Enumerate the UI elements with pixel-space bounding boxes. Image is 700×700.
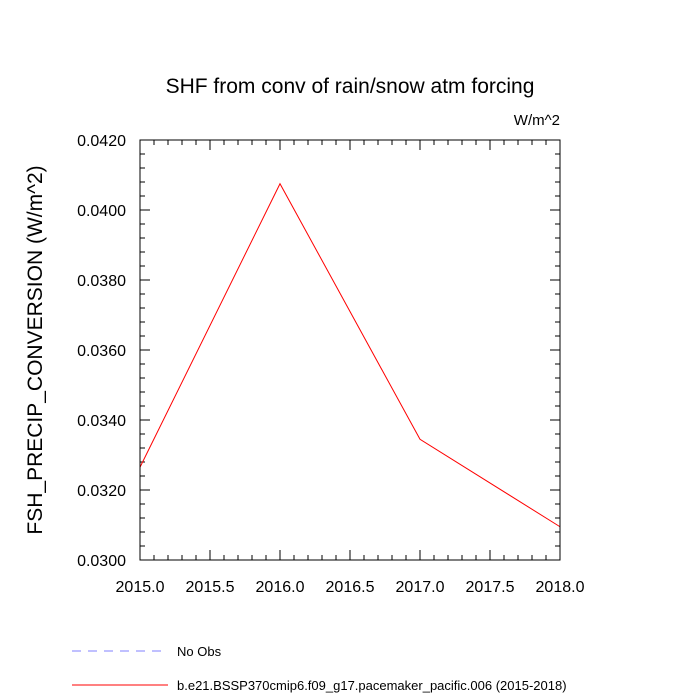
- x-tick-label: 2017.5: [466, 579, 515, 596]
- x-tick-label: 2015.0: [116, 579, 165, 596]
- y-tick-label: 0.0340: [77, 413, 126, 430]
- series-line: [139, 182, 561, 528]
- legend: No Obs b.e21.BSSP370cmip6.f09_g17.pacemak…: [72, 644, 567, 693]
- units-label: W/m^2: [514, 112, 560, 129]
- y-tick-label: 0.0380: [77, 273, 126, 290]
- plot-frame: [139, 139, 561, 561]
- legend-label: No Obs: [177, 644, 222, 659]
- x-tick-label: 2016.0: [256, 579, 305, 596]
- axis-ticks: 2015.0 2015.5 2016.0 2016.5 2017.0 2017.5 2018…: [77, 133, 585, 596]
- chart-title: SHF from conv of rain/snow atm forcing: [166, 75, 535, 98]
- y-tick-label: 0.0420: [77, 133, 126, 150]
- x-tick-label: 2018.0: [536, 579, 585, 596]
- y-tick-label: 0.0400: [77, 203, 126, 220]
- y-tick-label: 0.0360: [77, 343, 126, 360]
- legend-label: b.e21.BSSP370cmip6.f09_g17.pacemaker_pac…: [177, 678, 567, 693]
- series-layer: [139, 182, 561, 528]
- x-tick-label: 2015.5: [186, 579, 235, 596]
- x-tick-label: 2017.0: [396, 579, 445, 596]
- x-tick-label: 2016.5: [326, 579, 375, 596]
- y-axis-label: FSH_PRECIP_CONVERSION (W/m^2): [24, 165, 47, 534]
- y-tick-label: 0.0300: [77, 553, 126, 570]
- y-tick-label: 0.0320: [77, 483, 126, 500]
